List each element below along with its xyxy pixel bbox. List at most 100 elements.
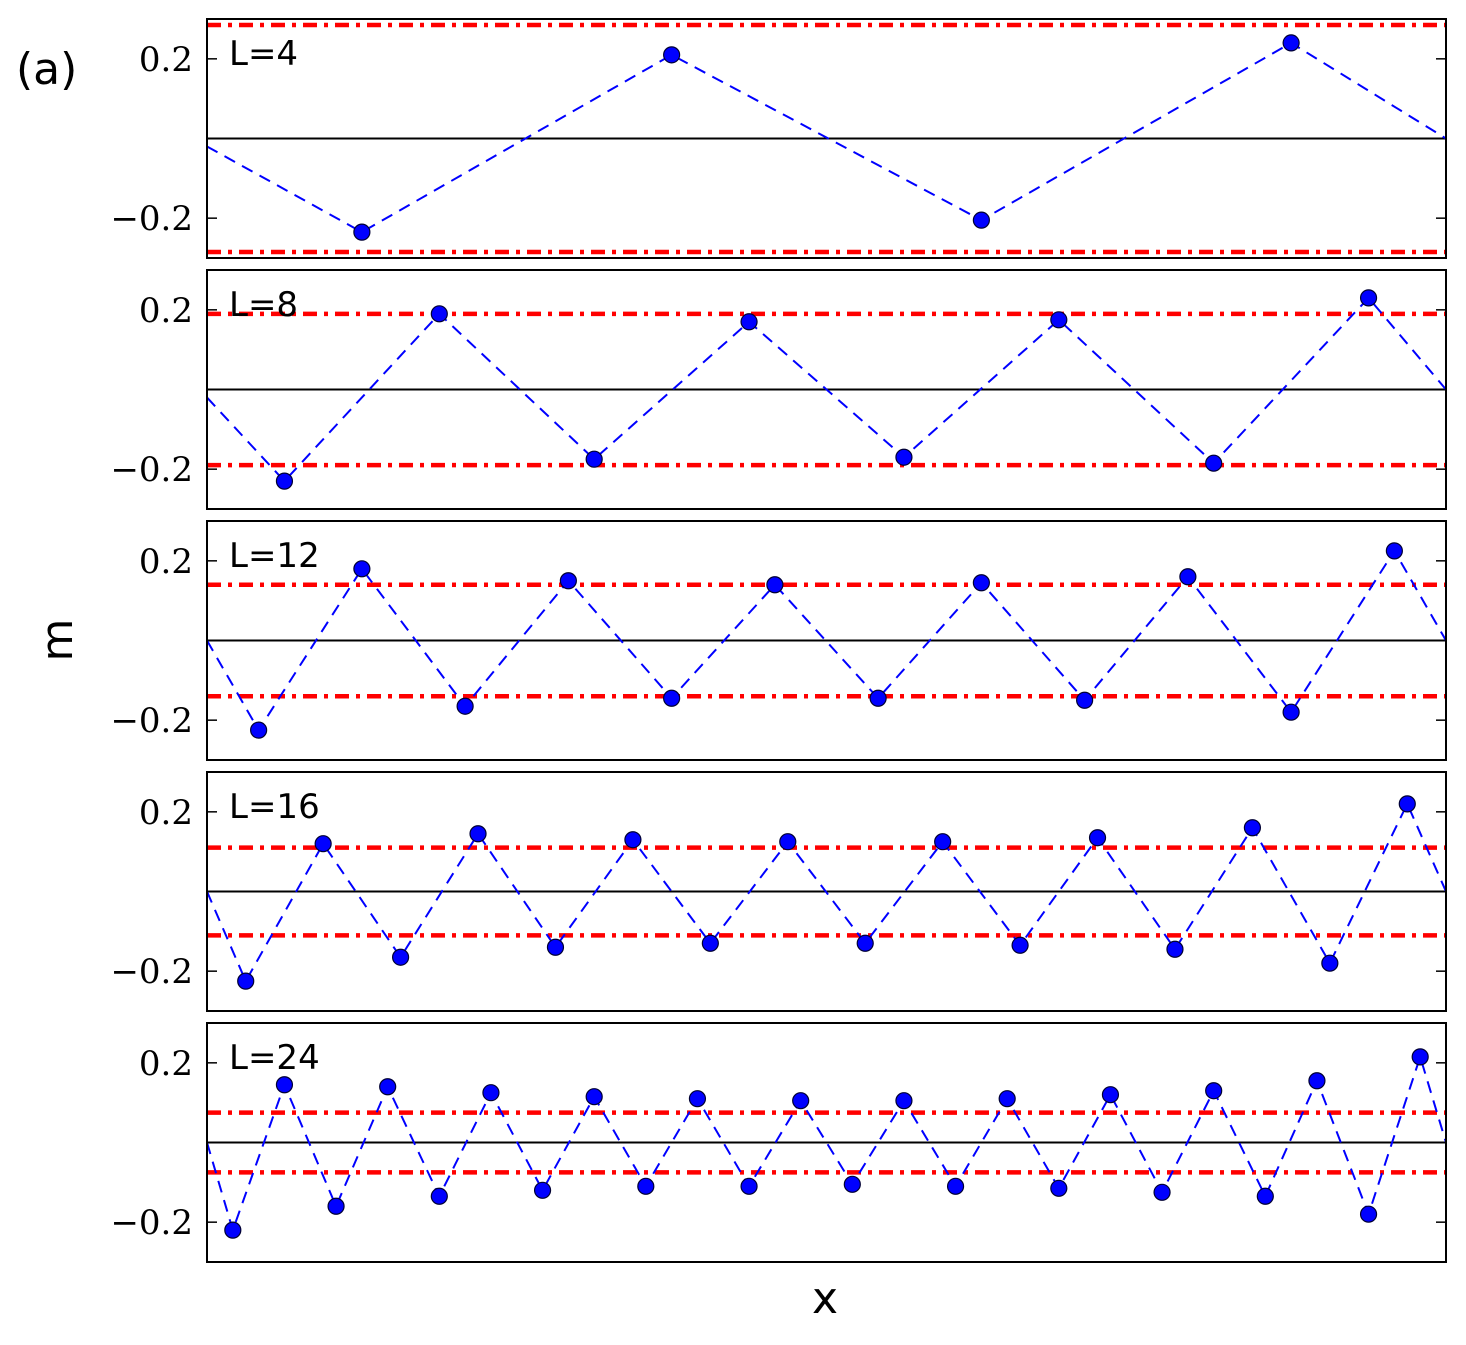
- plot-area: [207, 1048, 1446, 1239]
- data-point: [314, 835, 332, 853]
- data-point: [895, 448, 913, 466]
- panel-label: L=4: [229, 34, 298, 74]
- data-point: [1166, 940, 1184, 958]
- y-tick-label: 0.2: [139, 291, 193, 331]
- panel-frame: [206, 1022, 1447, 1263]
- data-point: [869, 689, 887, 707]
- data-point: [391, 948, 410, 966]
- data-point: [934, 833, 952, 851]
- data-point: [1321, 954, 1339, 972]
- panel-frame: [206, 269, 1447, 510]
- data-point: [895, 1092, 913, 1110]
- data-point: [1398, 795, 1416, 813]
- data-point: [779, 833, 797, 851]
- panel-label: L=8: [229, 285, 298, 325]
- data-point: [637, 1177, 655, 1195]
- data-point: [533, 1181, 552, 1199]
- data-point: [1359, 1205, 1378, 1223]
- data-point: [353, 560, 371, 578]
- panel-label: L=16: [229, 787, 320, 827]
- data-point: [327, 1197, 345, 1215]
- panel-label: L=12: [229, 536, 320, 576]
- data-point: [1308, 1072, 1326, 1090]
- data-point: [856, 934, 874, 952]
- series-line: [207, 296, 1446, 483]
- figure-label: (a): [16, 44, 77, 95]
- panel-frame: [206, 520, 1447, 761]
- data-point: [1385, 542, 1403, 560]
- data-point: [275, 1076, 294, 1094]
- data-point: [585, 1088, 603, 1106]
- plot-area: [207, 795, 1446, 990]
- data-point: [430, 1187, 448, 1205]
- data-point: [624, 831, 642, 849]
- data-point: [1050, 1179, 1068, 1197]
- data-point: [546, 938, 565, 956]
- data-point: [1282, 34, 1300, 52]
- data-point: [1011, 936, 1029, 954]
- data-point: [1088, 829, 1107, 847]
- panel-frame: [206, 771, 1447, 1012]
- data-point: [456, 697, 474, 715]
- y-tick-label: 0.2: [139, 40, 193, 80]
- data-point: [663, 46, 681, 64]
- data-point: [482, 1084, 500, 1102]
- y-tick-label: 0.2: [139, 1044, 193, 1084]
- data-point: [946, 1177, 965, 1195]
- panel-1: 0.2 −0.2 L=4: [110, 18, 1447, 259]
- data-point: [1256, 1187, 1274, 1205]
- panel-2: 0.2 −0.2 L=8: [110, 269, 1447, 510]
- y-tick-label: −0.2: [110, 199, 193, 239]
- panel-4: 0.2 −0.2 L=16: [110, 771, 1447, 1012]
- data-point: [1243, 819, 1262, 837]
- panels: 0.2 −0.2 L=4 0.2 −0.2 L=8 0.2 −0.2 L=12 0.2 −0.2 L=…: [110, 18, 1447, 1263]
- y-tick-label: −0.2: [110, 701, 193, 741]
- plot-area: [207, 22, 1446, 255]
- data-point: [1101, 1086, 1120, 1104]
- data-point: [740, 313, 758, 331]
- data-point: [585, 450, 603, 468]
- data-point: [998, 1090, 1016, 1108]
- data-point: [740, 1177, 758, 1195]
- panel-frame: [206, 18, 1447, 259]
- data-point: [559, 572, 577, 590]
- series-line: [207, 801, 1446, 984]
- data-point: [379, 1078, 397, 1096]
- y-axis-label: m: [32, 619, 83, 662]
- data-point: [1411, 1048, 1429, 1066]
- data-point: [430, 305, 448, 323]
- data-point: [688, 1090, 707, 1108]
- data-point: [1282, 703, 1300, 721]
- panel-3: 0.2 −0.2 L=12: [110, 520, 1447, 761]
- y-tick-label: −0.2: [110, 1203, 193, 1243]
- data-point: [792, 1092, 810, 1110]
- data-point: [663, 689, 681, 707]
- y-tick-label: 0.2: [139, 793, 193, 833]
- data-point: [1050, 311, 1068, 329]
- x-axis-label: x: [812, 1273, 838, 1324]
- data-point: [1153, 1183, 1171, 1201]
- series-line: [207, 548, 1446, 733]
- data-point: [1205, 454, 1223, 472]
- data-point: [353, 223, 371, 241]
- data-point: [972, 574, 990, 592]
- data-point: [469, 825, 487, 843]
- plot-area: [207, 542, 1446, 739]
- data-point: [766, 576, 784, 594]
- data-point: [1179, 568, 1197, 586]
- panel-label: L=24: [229, 1038, 320, 1078]
- data-point: [843, 1175, 861, 1193]
- plot-area: [207, 289, 1446, 490]
- data-point: [237, 972, 255, 990]
- series-line: [207, 41, 1446, 234]
- data-point: [1359, 289, 1378, 307]
- panel-5: 0.2 −0.2 L=24: [110, 1022, 1447, 1263]
- data-point: [224, 1221, 242, 1239]
- y-tick-label: 0.2: [139, 542, 193, 582]
- data-point: [701, 934, 719, 952]
- data-point: [275, 472, 294, 490]
- series-line: [207, 1053, 1446, 1234]
- data-point: [1205, 1082, 1223, 1100]
- data-point: [1076, 691, 1094, 709]
